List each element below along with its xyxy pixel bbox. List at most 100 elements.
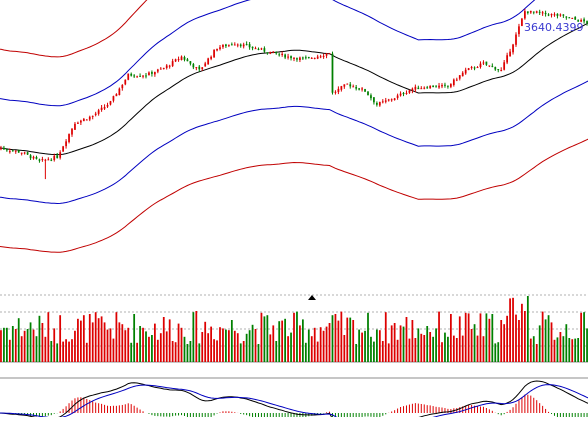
volume-bar xyxy=(248,330,251,362)
candle-body xyxy=(402,92,405,95)
candle xyxy=(219,45,221,51)
volume-bar xyxy=(242,341,245,362)
candle xyxy=(8,148,11,154)
volume-bar xyxy=(435,328,437,362)
volume-bar xyxy=(204,321,207,362)
candle-body xyxy=(414,86,417,90)
candle xyxy=(153,71,156,77)
candle-body xyxy=(17,150,20,153)
volume-bar xyxy=(399,325,402,362)
candle xyxy=(381,99,384,104)
volume-bar xyxy=(532,336,535,362)
candle-body xyxy=(77,122,79,124)
candle xyxy=(44,158,47,180)
candle xyxy=(550,13,553,18)
volume-bar xyxy=(479,313,482,362)
candle xyxy=(438,82,440,89)
volume-bar xyxy=(210,326,213,362)
candle xyxy=(500,67,503,72)
candle-body xyxy=(337,88,340,93)
candle xyxy=(201,67,204,71)
candle-body xyxy=(583,19,585,22)
candle-body xyxy=(361,88,363,90)
candle xyxy=(553,12,556,17)
candle-body xyxy=(381,101,384,103)
candle xyxy=(65,139,67,149)
volume-bar xyxy=(219,327,221,362)
volume-bar xyxy=(183,336,186,362)
volume-bar xyxy=(461,335,464,362)
volume-bar xyxy=(100,316,103,362)
candle-body xyxy=(461,72,464,77)
candle-body xyxy=(186,59,189,62)
candle xyxy=(532,11,535,15)
volume-bar xyxy=(509,298,511,362)
volume-bar xyxy=(547,315,550,362)
candle xyxy=(461,71,464,77)
volume-bar xyxy=(91,322,94,362)
candle xyxy=(414,84,417,93)
candle xyxy=(23,151,26,155)
volume-bar xyxy=(0,330,2,362)
volume-bar xyxy=(11,326,14,362)
volume-bar xyxy=(216,340,218,362)
volume-bar xyxy=(278,321,281,362)
candle-body xyxy=(192,64,195,68)
volume-bar xyxy=(82,315,85,362)
candle-body xyxy=(378,102,381,106)
candle-body xyxy=(97,110,100,114)
candle-body xyxy=(299,57,301,60)
candle xyxy=(417,85,420,90)
volume-bar xyxy=(136,342,139,362)
candle-body xyxy=(239,44,242,47)
volume-bar xyxy=(41,323,44,362)
candle xyxy=(444,82,446,88)
volume-bar xyxy=(74,330,76,362)
candle xyxy=(334,90,337,95)
volume-bar xyxy=(559,332,562,362)
volume-bar xyxy=(473,324,476,362)
candle-body xyxy=(313,57,316,59)
volume-bar xyxy=(458,316,461,362)
volume-bar xyxy=(497,342,500,362)
candle xyxy=(5,148,8,152)
candle-body xyxy=(586,21,588,23)
candle xyxy=(35,155,38,160)
candle-body xyxy=(3,147,5,150)
candle-body xyxy=(497,69,500,71)
candle xyxy=(482,60,485,65)
volume-bar xyxy=(325,326,328,362)
candle xyxy=(56,152,59,159)
candle xyxy=(441,83,443,89)
candle xyxy=(562,14,565,18)
candle-body xyxy=(91,115,94,117)
candle xyxy=(331,51,334,95)
volume-bar xyxy=(192,312,195,362)
volume-bar xyxy=(245,333,248,362)
candle-body xyxy=(195,67,198,69)
candle-body xyxy=(441,85,443,87)
volume-bar xyxy=(287,336,289,362)
volume-bar xyxy=(417,328,420,362)
volume-bar xyxy=(139,326,141,362)
candle-body xyxy=(236,44,239,46)
volume-bar xyxy=(35,336,38,362)
candle xyxy=(251,46,254,51)
volume-bar xyxy=(538,325,541,362)
candle xyxy=(62,145,65,152)
candle xyxy=(177,56,180,62)
candle xyxy=(59,150,62,160)
candle xyxy=(529,10,532,14)
volume-bar xyxy=(304,342,307,362)
volume-bar xyxy=(526,296,529,362)
candle xyxy=(464,67,467,75)
candle-body xyxy=(387,99,390,101)
candle-body xyxy=(222,45,224,48)
candle xyxy=(263,46,266,53)
candle-body xyxy=(219,47,221,50)
volume-bar xyxy=(328,323,331,362)
volume-bar xyxy=(390,325,393,362)
candle xyxy=(159,67,162,70)
candle-body xyxy=(260,48,263,50)
